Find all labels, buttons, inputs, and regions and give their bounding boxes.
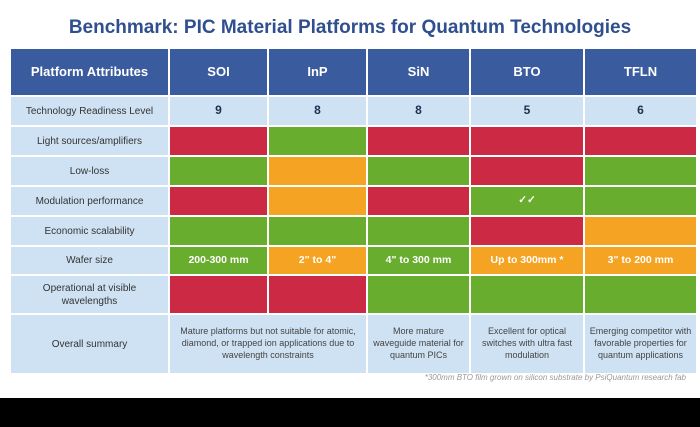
status-cell-orange (269, 157, 366, 185)
status-cell-red (170, 127, 267, 155)
status-cell-green: 200-300 mm (170, 247, 267, 274)
summary-tfln: Emerging competitor with favorable prope… (585, 315, 696, 373)
trl-value: 8 (368, 97, 469, 125)
row-label: Economic scalability (11, 217, 168, 245)
trl-value: 8 (269, 97, 366, 125)
trl-value: 9 (170, 97, 267, 125)
status-cell-orange: Up to 300mm * (471, 247, 583, 274)
trl-value: 5 (471, 97, 583, 125)
bottom-bar (0, 398, 700, 427)
status-cell-red (170, 276, 267, 313)
row-label: Light sources/amplifiers (11, 127, 168, 155)
benchmark-table: Platform Attributes SOI InP SiN BTO TFLN Techn… (11, 49, 696, 373)
status-cell-green (368, 157, 469, 185)
status-cell-green (170, 157, 267, 185)
status-cell-red (368, 127, 469, 155)
status-cell-green: ✓✓ (471, 187, 583, 215)
summary-soi-inp: Mature platforms but not suitable for at… (170, 315, 366, 373)
column-header-tfln: TFLN (585, 49, 696, 95)
status-cell-green (269, 127, 366, 155)
page-title: Benchmark: PIC Material Platforms for Qu… (68, 17, 632, 38)
status-cell-orange: 3" to 200 mm (585, 247, 696, 274)
status-cell-green (368, 217, 469, 245)
summary-bto: Excellent for optical switches with ultr… (471, 315, 583, 373)
column-header-inp: InP (269, 49, 366, 95)
status-cell-orange: 2" to 4" (269, 247, 366, 274)
status-cell-red (471, 217, 583, 245)
row-label: Technology Readiness Level (11, 97, 168, 125)
status-cell-green (471, 276, 583, 313)
status-cell-red (471, 127, 583, 155)
trl-value: 6 (585, 97, 696, 125)
column-header-attributes: Platform Attributes (11, 49, 168, 95)
row-label: Overall summary (11, 315, 168, 373)
status-cell-green (368, 276, 469, 313)
status-cell-orange (585, 217, 696, 245)
row-label: Operational at visible wavelengths (11, 276, 168, 313)
status-cell-green: 4" to 300 mm (368, 247, 469, 274)
summary-sin: More mature waveguide material for quant… (368, 315, 469, 373)
status-cell-green (269, 217, 366, 245)
status-cell-green (585, 187, 696, 215)
row-label: Low-loss (11, 157, 168, 185)
status-cell-orange (269, 187, 366, 215)
status-cell-red (471, 157, 583, 185)
status-cell-red (170, 187, 267, 215)
footnote: *300mm BTO film grown on silicon substra… (424, 373, 686, 382)
status-cell-green (585, 276, 696, 313)
column-header-bto: BTO (471, 49, 583, 95)
status-cell-green (170, 217, 267, 245)
column-header-soi: SOI (170, 49, 267, 95)
status-cell-red (585, 127, 696, 155)
column-header-sin: SiN (368, 49, 469, 95)
status-cell-green (585, 157, 696, 185)
row-label: Wafer size (11, 247, 168, 274)
row-label: Modulation performance (11, 187, 168, 215)
status-cell-red (269, 276, 366, 313)
status-cell-red (368, 187, 469, 215)
